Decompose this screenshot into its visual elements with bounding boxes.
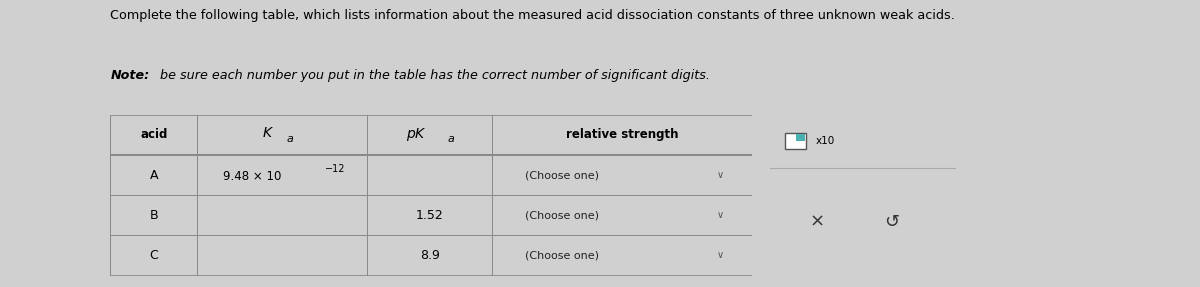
Bar xyxy=(785,133,806,149)
Text: ∨: ∨ xyxy=(718,170,724,180)
Text: C: C xyxy=(149,249,158,262)
Text: $p\mathit{K}$: $p\mathit{K}$ xyxy=(406,125,427,143)
Text: (Choose one): (Choose one) xyxy=(526,251,599,260)
Text: x10: x10 xyxy=(816,136,835,146)
Text: B: B xyxy=(150,209,158,222)
Text: Complete the following table, which lists information about the measured acid di: Complete the following table, which list… xyxy=(110,9,955,22)
Text: 8.9: 8.9 xyxy=(420,249,439,262)
Bar xyxy=(796,134,805,141)
Text: $\mathit{a}$: $\mathit{a}$ xyxy=(287,135,294,144)
Text: ∨: ∨ xyxy=(718,210,724,220)
Text: relative strength: relative strength xyxy=(566,128,679,141)
Text: $\mathit{a}$: $\mathit{a}$ xyxy=(448,135,456,144)
Text: acid: acid xyxy=(140,128,168,141)
Text: −12: −12 xyxy=(325,164,346,174)
Text: 9.48 × 10: 9.48 × 10 xyxy=(223,170,281,183)
Text: $\mathit{K}$: $\mathit{K}$ xyxy=(262,127,274,140)
Text: ↺: ↺ xyxy=(883,213,899,231)
Text: A: A xyxy=(150,168,158,182)
Text: (Choose one): (Choose one) xyxy=(526,210,599,220)
Text: ∨: ∨ xyxy=(718,251,724,260)
Text: ×: × xyxy=(809,213,824,231)
Text: (Choose one): (Choose one) xyxy=(526,170,599,180)
Text: be sure each number you put in the table has the correct number of significant d: be sure each number you put in the table… xyxy=(156,69,710,82)
Text: 1.52: 1.52 xyxy=(416,209,444,222)
Text: Note:: Note: xyxy=(110,69,150,82)
